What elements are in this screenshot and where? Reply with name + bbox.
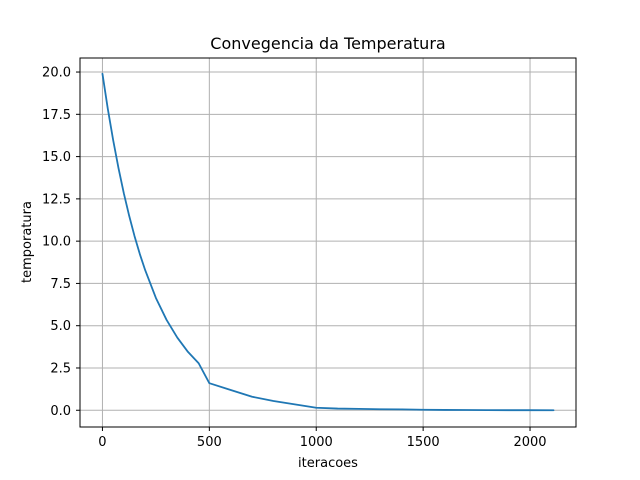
- y-tick-label: 0.0: [50, 404, 71, 419]
- series-layer: [101, 72, 555, 412]
- y-tick-label: 15.0: [42, 150, 71, 165]
- x-axis-label: iteracoes: [298, 456, 358, 471]
- y-tick-label: 17.5: [42, 108, 71, 123]
- x-tick-label: 0: [98, 435, 106, 450]
- x-tick-label: 500: [197, 435, 222, 450]
- x-tick-label: 1500: [407, 435, 440, 450]
- x-tick-label: 2000: [513, 435, 546, 450]
- series-line: [101, 72, 555, 412]
- tick-layer: 0 500 1000 1500 2000 0.0 2.5 5.0 7.5 10.0 12.5 15.0…: [42, 66, 547, 450]
- y-tick-label: 12.5: [42, 192, 71, 207]
- y-axis-label: temporatura: [20, 201, 35, 283]
- plot-area-frame: [79, 57, 577, 428]
- y-tick-label: 7.5: [50, 277, 71, 292]
- y-tick-label: 5.0: [50, 319, 71, 334]
- y-tick-label: 2.5: [50, 361, 71, 376]
- x-tick-label: 1000: [300, 435, 333, 450]
- y-tick-label: 10.0: [42, 235, 71, 250]
- grid-layer: [80, 58, 576, 427]
- y-tick-label: 20.0: [42, 66, 71, 81]
- chart-title: Convegencia da Temperatura: [210, 34, 445, 53]
